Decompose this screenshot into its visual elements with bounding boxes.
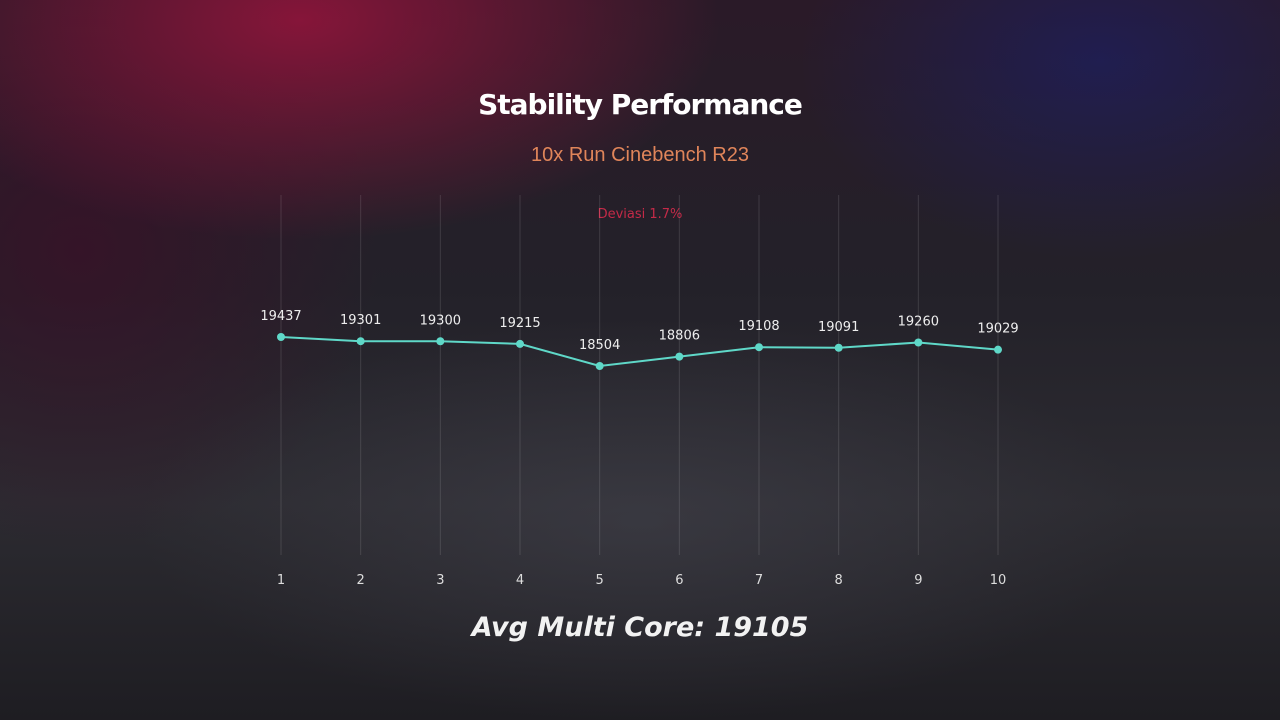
x-tick-label: 3 xyxy=(436,573,444,588)
data-label: 19091 xyxy=(818,320,859,335)
chart-title: Stability Performance xyxy=(478,88,803,121)
x-tick-label: 6 xyxy=(675,573,683,588)
data-label: 19108 xyxy=(738,319,779,334)
data-point xyxy=(994,345,1002,354)
data-label: 18806 xyxy=(659,329,700,344)
x-tick-label: 7 xyxy=(755,573,763,588)
data-label: 19260 xyxy=(898,315,939,330)
data-point xyxy=(436,337,445,346)
average-summary: Avg Multi Core: 19105 xyxy=(471,612,809,643)
data-label: 19301 xyxy=(340,313,381,328)
data-point xyxy=(755,343,763,352)
x-tick-label: 1 xyxy=(277,573,285,588)
chart-subtitle: 10x Run Cinebench R23 xyxy=(531,144,749,166)
x-tick-label: 2 xyxy=(357,573,365,588)
data-label: 19215 xyxy=(499,316,540,331)
data-point xyxy=(356,337,365,346)
x-tick-label: 4 xyxy=(516,573,524,588)
data-point xyxy=(834,343,843,352)
data-point xyxy=(675,352,684,361)
x-tick-label: 8 xyxy=(835,573,843,588)
data-label: 19029 xyxy=(977,322,1018,337)
x-tick-label: 5 xyxy=(596,573,604,588)
x-tick-label: 10 xyxy=(990,573,1007,588)
data-label: 18504 xyxy=(579,338,620,353)
x-tick-label: 9 xyxy=(914,573,922,588)
series-line xyxy=(280,336,999,368)
data-point xyxy=(516,339,524,348)
data-label: 19300 xyxy=(420,313,461,328)
data-label: 19437 xyxy=(260,309,301,324)
data-point xyxy=(277,333,285,341)
deviation-annotation: Deviasi 1.7% xyxy=(597,207,683,222)
data-point xyxy=(595,362,604,370)
data-point xyxy=(914,338,923,347)
